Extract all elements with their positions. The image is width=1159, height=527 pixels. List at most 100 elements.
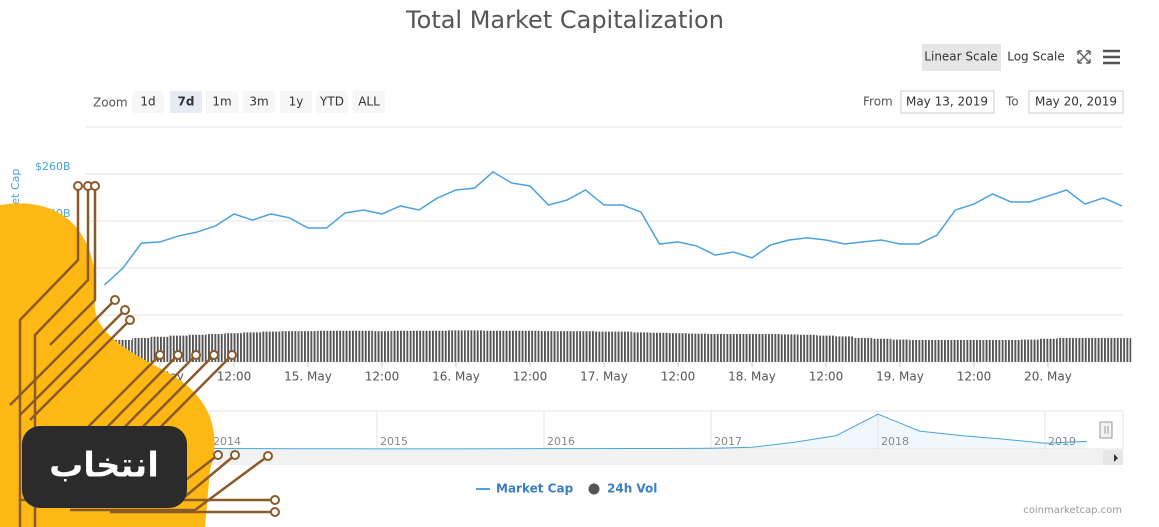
volume-bar	[372, 331, 392, 362]
volume-bar	[1001, 340, 1021, 362]
volume-bar	[927, 340, 947, 362]
navigator-year-label: 2019	[1048, 435, 1076, 448]
volume-bar	[1038, 338, 1058, 362]
volume-bar	[520, 330, 540, 362]
to-input[interactable]: May 20, 2019	[1035, 95, 1117, 109]
x-tick-label: 20. May	[1024, 370, 1072, 384]
x-tick-label: 12:00	[957, 370, 992, 384]
zoom-option[interactable]: ALL	[358, 95, 380, 109]
zoom-button[interactable]	[316, 91, 348, 113]
to-label: To	[1005, 95, 1019, 109]
log-scale-label[interactable]: Log Scale	[1007, 50, 1065, 64]
to-input-box[interactable]	[1028, 90, 1124, 114]
volume-bar	[613, 331, 632, 362]
volume-bar	[280, 331, 299, 362]
fullscreen-icon[interactable]	[1077, 50, 1091, 64]
volume-bar	[354, 330, 373, 362]
volume-bar	[853, 338, 873, 362]
volume-bar	[964, 340, 984, 362]
from-input[interactable]: May 13, 2019	[906, 95, 988, 109]
legend-symbol[interactable]	[588, 483, 600, 495]
volume-bar	[465, 330, 484, 362]
navigator-frame	[84, 410, 1124, 450]
volume-bar	[835, 336, 854, 362]
x-tick-label: 19. May	[876, 370, 924, 384]
volume-bar	[687, 333, 706, 362]
x-tick-label: 12:00	[513, 370, 548, 384]
navigator-year-label: 2018	[881, 435, 909, 448]
volume-bar	[243, 332, 262, 362]
chart-title: Total Market Capitalization	[405, 6, 724, 34]
volume-bar	[798, 334, 817, 362]
zoom-option[interactable]: 1d	[140, 95, 155, 109]
linear-scale-label[interactable]: Linear Scale	[924, 50, 997, 64]
zoom-buttons: 1d 7d 1m 3m 1y YTD ALL	[132, 91, 385, 113]
volume-bar	[1112, 338, 1132, 362]
volume-bar	[576, 331, 595, 362]
zoom-option[interactable]: 1y	[289, 95, 304, 109]
volume-bar	[909, 340, 928, 362]
legend-label[interactable]: 24h Vol	[607, 482, 657, 496]
x-tick-label: 16. May	[432, 370, 480, 384]
credit: coinmarketcap.com	[1023, 505, 1122, 516]
scrollbar-button[interactable]	[1103, 450, 1123, 465]
zoom-label: Zoom	[93, 96, 128, 110]
volume-bar	[1094, 338, 1113, 362]
x-tick-label: 17. May	[580, 370, 628, 384]
y-tick-label: $260B	[35, 160, 71, 173]
volume-bar	[724, 334, 743, 362]
zoom-option[interactable]: 7d	[178, 95, 195, 109]
volume-bar	[1057, 338, 1076, 362]
x-tick-label: 12:00	[661, 370, 696, 384]
zoom-button[interactable]	[170, 91, 202, 113]
volume-bar	[816, 335, 836, 362]
volume-bar	[298, 331, 318, 362]
volume-bar	[391, 330, 410, 362]
volume-bar	[761, 334, 780, 362]
market-cap-line	[103, 170, 1123, 286]
volume-bar	[502, 330, 521, 362]
scrollbar-track[interactable]	[85, 450, 1123, 465]
volume-bar	[1020, 339, 1039, 362]
zoom-button[interactable]	[206, 91, 238, 113]
navigator-year-label: 2015	[380, 435, 408, 448]
zoom-option[interactable]: 1m	[212, 95, 231, 109]
from-input-box[interactable]	[900, 90, 995, 114]
navigator-year-label: 2016	[547, 435, 575, 448]
volume-bar	[742, 334, 762, 362]
volume-bar	[872, 338, 891, 362]
volume-bar	[779, 334, 799, 362]
zoom-button[interactable]	[353, 91, 385, 113]
logo-overlay: انتخاب	[0, 181, 280, 527]
navigator-handle[interactable]	[1099, 421, 1113, 439]
from-label: From	[863, 95, 893, 109]
volume-bar	[557, 331, 577, 362]
zoom-button[interactable]	[132, 91, 164, 113]
volume-bar	[1075, 338, 1095, 362]
legend: Market Cap 24h Vol	[476, 482, 657, 496]
zoom-option[interactable]: YTD	[319, 95, 344, 109]
zoom-button[interactable]	[243, 91, 275, 113]
linear-scale-button[interactable]	[922, 44, 1001, 71]
x-tick-label: 12:00	[809, 370, 844, 384]
volume-bar	[335, 330, 355, 362]
volume-bar	[983, 340, 1002, 362]
zoom-button[interactable]	[280, 91, 312, 113]
navigator-line	[209, 413, 1087, 450]
volume-bar	[890, 339, 910, 362]
volume-bar	[705, 334, 725, 362]
volume-bar	[446, 330, 466, 362]
x-tick-label: 12:00	[365, 370, 400, 384]
volume-bar	[539, 331, 558, 362]
legend-label[interactable]: Market Cap	[496, 482, 574, 496]
x-tick-label: 18. May	[728, 370, 776, 384]
zoom-option[interactable]: 3m	[249, 95, 268, 109]
volume-bar	[428, 330, 447, 362]
logo-text: انتخاب	[49, 446, 159, 486]
volume-bar	[483, 330, 503, 362]
menu-icon[interactable]	[1103, 49, 1120, 65]
navigator: 2014 2015 2016 2017 2018 2019	[209, 411, 1087, 450]
scrollbar-arrow	[1114, 454, 1118, 462]
